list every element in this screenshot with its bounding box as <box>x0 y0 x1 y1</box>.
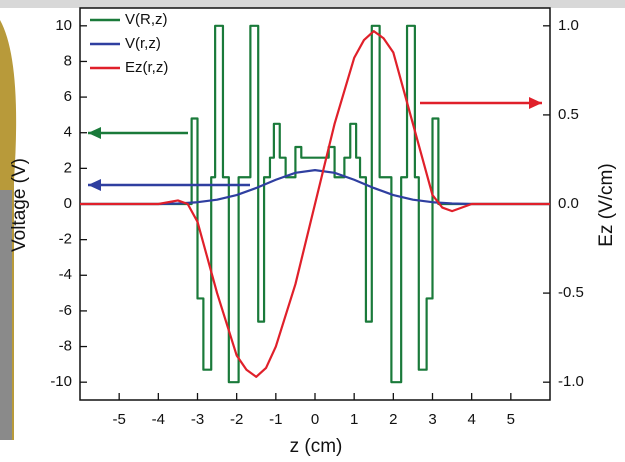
x-axis-title: z (cm) <box>290 436 343 457</box>
y-axis-title: Voltage (V) <box>9 158 30 252</box>
y2-tick-label: 0.5 <box>558 106 579 123</box>
y-tick-label: 8 <box>64 52 72 69</box>
y-tick-label: 0 <box>64 195 72 212</box>
y2-tick-label: 0.0 <box>558 195 579 212</box>
legend-label: Ez(r,z) <box>125 59 168 76</box>
arrow-head <box>88 127 101 139</box>
side-strip <box>0 190 12 440</box>
x-tick-label: 2 <box>389 411 397 428</box>
arrow-head <box>88 179 101 191</box>
series-line <box>80 30 550 378</box>
y-tick-label: -10 <box>50 373 72 390</box>
x-tick-label: 1 <box>350 411 358 428</box>
x-tick-label: -5 <box>112 411 125 428</box>
x-tick-label: -2 <box>230 411 243 428</box>
y-tick-label: 10 <box>55 17 72 34</box>
x-tick-label: 0 <box>311 411 319 428</box>
y2-tick-label: 1.0 <box>558 17 579 34</box>
x-tick-label: -4 <box>152 411 165 428</box>
top-strip <box>0 0 625 8</box>
y2-tick-label: -0.5 <box>558 284 584 301</box>
y2-axis-title: Ez (V/cm) <box>596 163 617 246</box>
x-tick-label: 3 <box>428 411 436 428</box>
y-tick-label: -8 <box>59 338 72 355</box>
arrow-head <box>529 97 542 109</box>
x-tick-label: -3 <box>191 411 204 428</box>
y-tick-label: 4 <box>64 124 72 141</box>
y2-tick-label: -1.0 <box>558 373 584 390</box>
x-tick-label: 4 <box>467 411 475 428</box>
y-tick-label: 6 <box>64 88 72 105</box>
legend-label: V(r,z) <box>125 35 161 52</box>
x-tick-label: 5 <box>507 411 515 428</box>
y-tick-label: 2 <box>64 159 72 176</box>
y-tick-label: -6 <box>59 302 72 319</box>
series-line <box>80 169 550 206</box>
y-tick-label: -4 <box>59 266 72 283</box>
legend-label: V(R,z) <box>125 11 168 28</box>
x-tick-label: -1 <box>269 411 282 428</box>
y-tick-label: -2 <box>59 231 72 248</box>
